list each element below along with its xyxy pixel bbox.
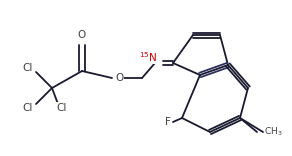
- Text: O: O: [78, 30, 86, 40]
- Text: Cl: Cl: [23, 63, 33, 73]
- Text: $^{15}$N: $^{15}$N: [139, 50, 157, 64]
- Text: Cl: Cl: [57, 103, 67, 113]
- Text: Cl: Cl: [23, 103, 33, 113]
- Text: F: F: [165, 117, 171, 127]
- Text: CH$_3$: CH$_3$: [264, 126, 283, 138]
- Text: O: O: [115, 73, 123, 83]
